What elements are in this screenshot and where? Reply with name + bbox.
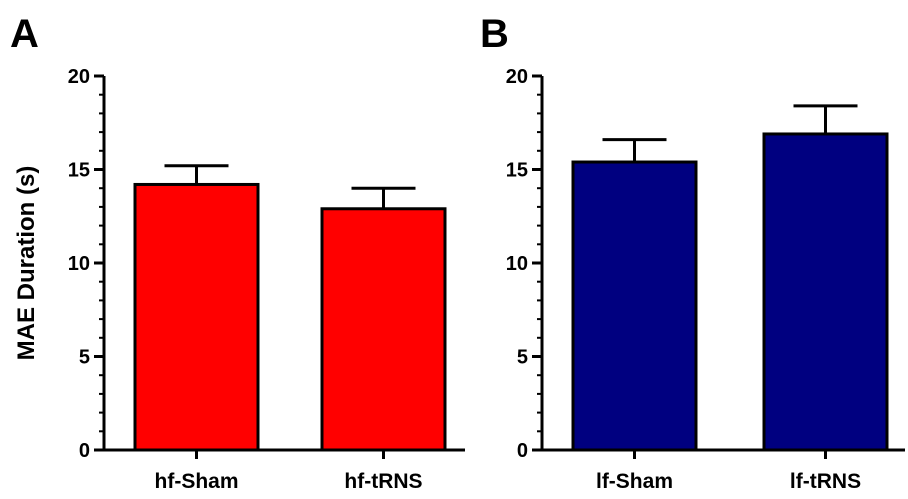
x-tick-label: hf-tRNS xyxy=(344,470,422,493)
panel-label: B xyxy=(480,12,509,56)
bar-hf-tRNS xyxy=(320,207,447,452)
y-tick-label: 10 xyxy=(506,253,528,275)
y-axis-label: MAE Duration (s) xyxy=(13,166,40,361)
x-tick-label: lf-tRNS xyxy=(790,470,861,493)
bar-lf-Sham xyxy=(571,160,698,452)
panel-label: A xyxy=(10,12,39,56)
y-tick-label: 0 xyxy=(79,440,90,462)
x-tick-label: lf-Sham xyxy=(596,470,673,493)
bar-lf-tRNS xyxy=(762,132,889,452)
y-tick-label: 5 xyxy=(517,347,528,369)
y-tick-label: 10 xyxy=(68,253,90,275)
y-tick-label: 5 xyxy=(79,347,90,369)
chart-panel-0: A MAE Duration (s) 0 5 10 15 20 hf-Sham hf-tRNS xyxy=(10,12,465,493)
y-tick-label: 0 xyxy=(517,440,528,462)
bar-hf-Sham xyxy=(133,182,260,452)
y-tick-label: 15 xyxy=(68,160,90,182)
x-tick-label: hf-Sham xyxy=(155,470,239,493)
chart-panel-1: B 0 5 10 15 20 lf-Sham lf-tRNS xyxy=(480,12,905,493)
y-tick-label: 20 xyxy=(68,66,90,88)
y-tick-label: 20 xyxy=(506,66,528,88)
y-tick-label: 15 xyxy=(506,160,528,182)
